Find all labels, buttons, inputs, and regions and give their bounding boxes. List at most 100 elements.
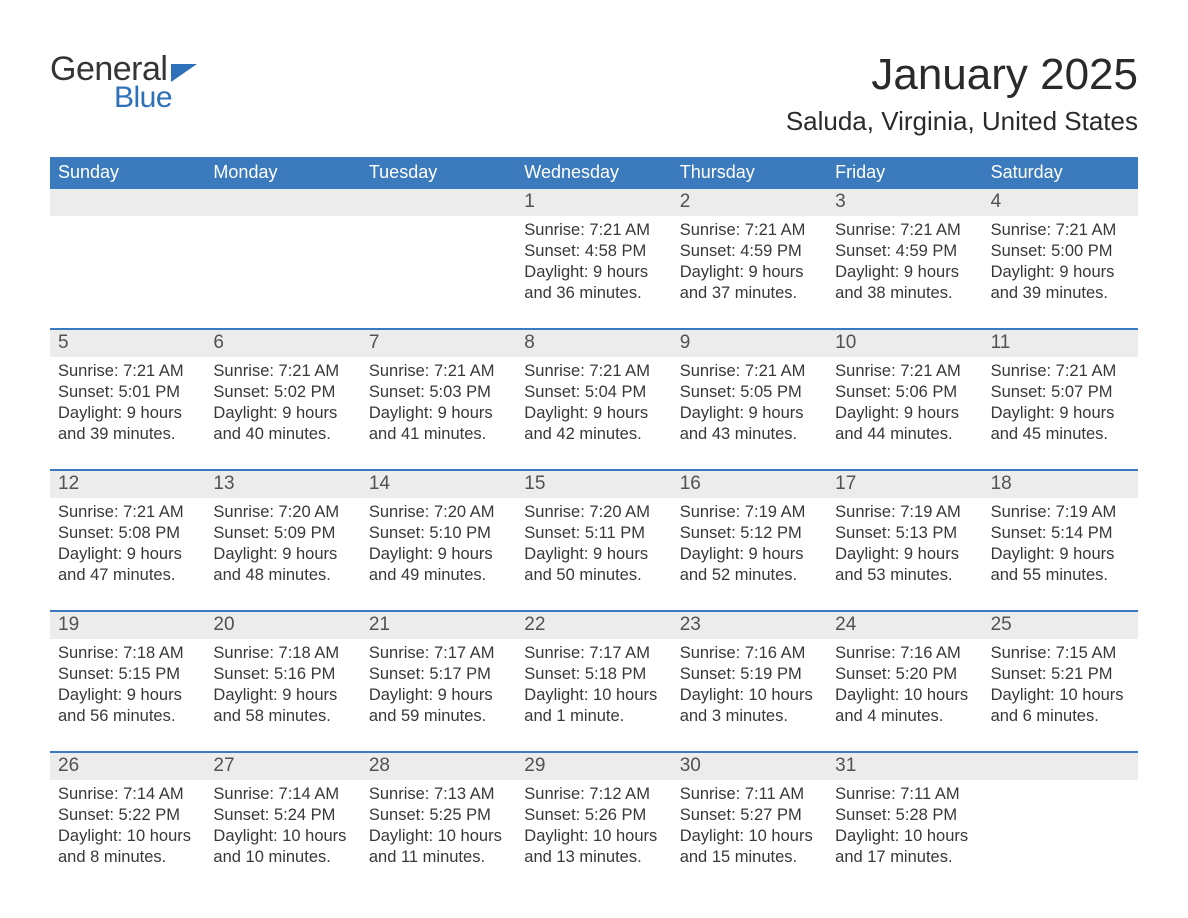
day-number: 5 bbox=[50, 330, 205, 357]
day-sr: Sunrise: 7:14 AM bbox=[213, 784, 352, 805]
day-cell: Sunrise: 7:15 AMSunset: 5:21 PMDaylight:… bbox=[983, 639, 1138, 737]
week-row: 567891011Sunrise: 7:21 AMSunset: 5:01 PM… bbox=[50, 328, 1138, 455]
day-cell bbox=[205, 216, 360, 314]
day-d2: and 8 minutes. bbox=[58, 847, 197, 868]
day-d1: Daylight: 10 hours bbox=[991, 685, 1130, 706]
day-ss: Sunset: 5:18 PM bbox=[524, 664, 663, 685]
day-number: 26 bbox=[50, 753, 205, 780]
day-ss: Sunset: 5:14 PM bbox=[991, 523, 1130, 544]
day-cell: Sunrise: 7:19 AMSunset: 5:13 PMDaylight:… bbox=[827, 498, 982, 596]
weeks-container: 1234Sunrise: 7:21 AMSunset: 4:58 PMDayli… bbox=[50, 189, 1138, 878]
day-ss: Sunset: 5:25 PM bbox=[369, 805, 508, 826]
day-sr: Sunrise: 7:11 AM bbox=[680, 784, 819, 805]
day-cell: Sunrise: 7:21 AMSunset: 5:07 PMDaylight:… bbox=[983, 357, 1138, 455]
day-d1: Daylight: 9 hours bbox=[213, 544, 352, 565]
brand-blue: Blue bbox=[114, 81, 197, 115]
day-ss: Sunset: 5:17 PM bbox=[369, 664, 508, 685]
day-d1: Daylight: 9 hours bbox=[213, 403, 352, 424]
day-d2: and 44 minutes. bbox=[835, 424, 974, 445]
day-ss: Sunset: 5:13 PM bbox=[835, 523, 974, 544]
day-cell bbox=[361, 216, 516, 314]
day-number: 15 bbox=[516, 471, 671, 498]
weekday-header: Thursday bbox=[672, 157, 827, 189]
day-number: 25 bbox=[983, 612, 1138, 639]
day-d2: and 13 minutes. bbox=[524, 847, 663, 868]
day-d1: Daylight: 9 hours bbox=[680, 403, 819, 424]
day-d1: Daylight: 9 hours bbox=[369, 685, 508, 706]
day-number: 30 bbox=[672, 753, 827, 780]
day-cell: Sunrise: 7:21 AMSunset: 4:59 PMDaylight:… bbox=[672, 216, 827, 314]
weekday-header: Saturday bbox=[983, 157, 1138, 189]
day-d1: Daylight: 10 hours bbox=[680, 685, 819, 706]
day-cell: Sunrise: 7:21 AMSunset: 5:01 PMDaylight:… bbox=[50, 357, 205, 455]
weekday-header: Monday bbox=[205, 157, 360, 189]
day-sr: Sunrise: 7:21 AM bbox=[524, 220, 663, 241]
day-sr: Sunrise: 7:19 AM bbox=[991, 502, 1130, 523]
day-number bbox=[361, 189, 516, 216]
day-cell: Sunrise: 7:11 AMSunset: 5:27 PMDaylight:… bbox=[672, 780, 827, 878]
daynum-row: 1234 bbox=[50, 189, 1138, 216]
day-number: 1 bbox=[516, 189, 671, 216]
day-d2: and 55 minutes. bbox=[991, 565, 1130, 586]
weekday-header: Wednesday bbox=[516, 157, 671, 189]
month-title: January 2025 bbox=[786, 50, 1138, 100]
day-sr: Sunrise: 7:13 AM bbox=[369, 784, 508, 805]
day-number: 14 bbox=[361, 471, 516, 498]
day-cell bbox=[983, 780, 1138, 878]
day-ss: Sunset: 5:26 PM bbox=[524, 805, 663, 826]
day-number: 27 bbox=[205, 753, 360, 780]
day-cell: Sunrise: 7:21 AMSunset: 5:04 PMDaylight:… bbox=[516, 357, 671, 455]
weekday-header: Tuesday bbox=[361, 157, 516, 189]
day-d2: and 43 minutes. bbox=[680, 424, 819, 445]
day-sr: Sunrise: 7:21 AM bbox=[991, 220, 1130, 241]
day-ss: Sunset: 5:16 PM bbox=[213, 664, 352, 685]
day-number: 29 bbox=[516, 753, 671, 780]
day-d2: and 38 minutes. bbox=[835, 283, 974, 304]
day-d2: and 52 minutes. bbox=[680, 565, 819, 586]
day-number: 8 bbox=[516, 330, 671, 357]
day-d1: Daylight: 9 hours bbox=[58, 685, 197, 706]
day-number: 16 bbox=[672, 471, 827, 498]
day-sr: Sunrise: 7:21 AM bbox=[835, 361, 974, 382]
day-sr: Sunrise: 7:19 AM bbox=[680, 502, 819, 523]
day-ss: Sunset: 5:11 PM bbox=[524, 523, 663, 544]
daybody-row: Sunrise: 7:21 AMSunset: 5:01 PMDaylight:… bbox=[50, 357, 1138, 455]
day-cell: Sunrise: 7:11 AMSunset: 5:28 PMDaylight:… bbox=[827, 780, 982, 878]
day-sr: Sunrise: 7:18 AM bbox=[213, 643, 352, 664]
day-cell: Sunrise: 7:13 AMSunset: 5:25 PMDaylight:… bbox=[361, 780, 516, 878]
day-cell: Sunrise: 7:20 AMSunset: 5:09 PMDaylight:… bbox=[205, 498, 360, 596]
day-cell: Sunrise: 7:21 AMSunset: 5:02 PMDaylight:… bbox=[205, 357, 360, 455]
day-cell: Sunrise: 7:16 AMSunset: 5:19 PMDaylight:… bbox=[672, 639, 827, 737]
day-sr: Sunrise: 7:16 AM bbox=[680, 643, 819, 664]
location: Saluda, Virginia, United States bbox=[786, 106, 1138, 137]
day-number: 12 bbox=[50, 471, 205, 498]
day-ss: Sunset: 5:27 PM bbox=[680, 805, 819, 826]
day-ss: Sunset: 5:05 PM bbox=[680, 382, 819, 403]
day-d1: Daylight: 10 hours bbox=[835, 826, 974, 847]
day-cell: Sunrise: 7:21 AMSunset: 5:05 PMDaylight:… bbox=[672, 357, 827, 455]
day-cell: Sunrise: 7:21 AMSunset: 5:00 PMDaylight:… bbox=[983, 216, 1138, 314]
day-d2: and 11 minutes. bbox=[369, 847, 508, 868]
day-number: 24 bbox=[827, 612, 982, 639]
day-number: 23 bbox=[672, 612, 827, 639]
day-number: 9 bbox=[672, 330, 827, 357]
day-cell: Sunrise: 7:18 AMSunset: 5:15 PMDaylight:… bbox=[50, 639, 205, 737]
day-ss: Sunset: 4:59 PM bbox=[835, 241, 974, 262]
day-d2: and 10 minutes. bbox=[213, 847, 352, 868]
day-d2: and 41 minutes. bbox=[369, 424, 508, 445]
day-number bbox=[50, 189, 205, 216]
day-ss: Sunset: 5:00 PM bbox=[991, 241, 1130, 262]
daybody-row: Sunrise: 7:14 AMSunset: 5:22 PMDaylight:… bbox=[50, 780, 1138, 878]
day-sr: Sunrise: 7:17 AM bbox=[369, 643, 508, 664]
day-number: 13 bbox=[205, 471, 360, 498]
daynum-row: 567891011 bbox=[50, 330, 1138, 357]
week-row: 12131415161718Sunrise: 7:21 AMSunset: 5:… bbox=[50, 469, 1138, 596]
day-d1: Daylight: 9 hours bbox=[835, 403, 974, 424]
day-sr: Sunrise: 7:21 AM bbox=[991, 361, 1130, 382]
day-number: 4 bbox=[983, 189, 1138, 216]
daynum-row: 19202122232425 bbox=[50, 612, 1138, 639]
day-ss: Sunset: 5:09 PM bbox=[213, 523, 352, 544]
day-d1: Daylight: 9 hours bbox=[835, 262, 974, 283]
day-d2: and 36 minutes. bbox=[524, 283, 663, 304]
day-d2: and 6 minutes. bbox=[991, 706, 1130, 727]
